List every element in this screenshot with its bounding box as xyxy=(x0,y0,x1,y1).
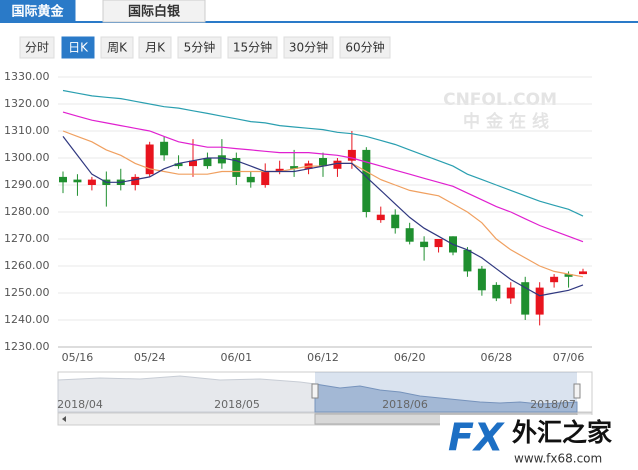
x-tick-label: 06/01 xyxy=(220,351,252,364)
y-tick-label: 1230.00 xyxy=(4,340,50,353)
navigator-label: 2018/07 xyxy=(530,398,576,411)
scroll-left-arrow[interactable] xyxy=(62,416,66,422)
period-button[interactable] xyxy=(283,36,334,59)
y-tick-label: 1320.00 xyxy=(4,97,50,110)
watermark-name: 中金在线 xyxy=(463,111,555,132)
candle-body xyxy=(217,155,226,164)
candle-body xyxy=(506,287,515,299)
period-button[interactable] xyxy=(177,36,222,59)
period-button[interactable] xyxy=(100,36,134,59)
candle-body xyxy=(564,274,573,277)
logo: FX 外汇之家 www.fx68.com xyxy=(440,415,638,470)
navigator-handle-right[interactable] xyxy=(573,383,581,399)
period-label[interactable]: 30分钟 xyxy=(289,40,328,55)
navigator-selected-area xyxy=(314,383,578,413)
watermark-brand: CNFOL.COM xyxy=(443,90,557,110)
candle-body xyxy=(347,149,356,161)
y-tick-label: 1310.00 xyxy=(4,124,50,137)
navigator-window[interactable] xyxy=(315,372,577,412)
candle-body xyxy=(73,179,82,183)
y-tick-label: 1240.00 xyxy=(4,313,50,326)
x-tick-label: 06/20 xyxy=(394,351,426,364)
candle-body xyxy=(275,168,284,172)
tab[interactable] xyxy=(102,0,206,23)
period-button[interactable] xyxy=(138,36,172,59)
tab-label[interactable]: 国际白银 xyxy=(128,4,181,20)
moving-average-line xyxy=(62,89,584,217)
candle-body xyxy=(405,228,414,242)
candle-body xyxy=(521,282,530,315)
tab-bar: 国际黄金 国际白银 xyxy=(0,0,206,23)
candle-body xyxy=(203,158,212,167)
period-label[interactable]: 5分钟 xyxy=(184,40,216,55)
candle-body xyxy=(376,214,385,221)
candle-body xyxy=(290,166,299,169)
candle-body xyxy=(59,176,67,183)
candle-body xyxy=(174,163,183,167)
period-label[interactable]: 15分钟 xyxy=(233,40,272,55)
tab-label[interactable]: 国际黄金 xyxy=(11,4,64,20)
y-tick-label: 1330.00 xyxy=(4,70,50,83)
candle-body xyxy=(535,287,544,315)
y-tick-label: 1260.00 xyxy=(4,259,50,272)
period-bar: 分时 日K 周K 月K 5分钟 15分钟 30分钟 60分钟 xyxy=(19,36,391,59)
candle-body xyxy=(145,144,154,175)
candle-body xyxy=(492,284,501,299)
period-button[interactable] xyxy=(339,36,391,59)
period-label[interactable]: 分时 xyxy=(25,41,49,55)
period-label[interactable]: 日K xyxy=(68,41,89,55)
period-label[interactable]: 月K xyxy=(145,41,166,55)
candle-body xyxy=(319,158,327,167)
logo-name: 外汇之家 xyxy=(512,418,612,447)
tab[interactable] xyxy=(0,0,76,23)
moving-average-line xyxy=(62,136,584,297)
x-tick-label: 06/28 xyxy=(480,351,512,364)
candle-body xyxy=(189,160,197,167)
candle-body xyxy=(420,241,429,248)
period-button[interactable] xyxy=(61,36,95,59)
y-tick-label: 1290.00 xyxy=(4,178,50,191)
candle-body xyxy=(131,176,140,185)
y-tick-label: 1280.00 xyxy=(4,205,50,218)
navigator-labels: 2018/04 2018/05 2018/06 2018/07 xyxy=(57,398,576,411)
candle-body xyxy=(87,179,96,185)
candle-body xyxy=(232,158,241,177)
candle-body xyxy=(246,176,255,183)
logo-background xyxy=(440,415,638,470)
candle-body xyxy=(261,171,270,185)
x-tick-label: 05/16 xyxy=(62,351,94,364)
x-tick-label: 05/24 xyxy=(134,351,166,364)
period-label[interactable]: 60分钟 xyxy=(345,40,384,55)
y-tick-label: 1250.00 xyxy=(4,286,50,299)
y-tick-label: 1270.00 xyxy=(4,232,50,245)
logo-url: www.fx68.com xyxy=(514,452,602,466)
candle-body xyxy=(434,239,443,248)
period-button[interactable] xyxy=(227,36,278,59)
period-label[interactable]: 周K xyxy=(107,41,128,55)
plot: CNFOL.COM 中金在线 1230.00 1240.00 1250.00 1260… xyxy=(4,70,592,364)
candle-body xyxy=(579,271,587,275)
candle-body xyxy=(477,268,486,291)
logo-mark: FX xyxy=(448,416,505,460)
candle-body xyxy=(362,149,371,212)
candle-body xyxy=(550,276,559,283)
navigator-handle-left[interactable] xyxy=(311,383,319,399)
period-button[interactable] xyxy=(19,36,55,59)
x-tick-label: 06/12 xyxy=(307,351,339,364)
moving-average-line xyxy=(62,111,584,243)
navigator-label: 2018/04 xyxy=(57,398,103,411)
navigator-label: 2018/06 xyxy=(382,398,428,411)
candle-body xyxy=(160,141,169,156)
y-tick-label: 1300.00 xyxy=(4,151,50,164)
navigator-label: 2018/05 xyxy=(214,398,260,411)
candle-body xyxy=(463,249,472,272)
candle-body xyxy=(333,160,342,169)
x-tick-label: 07/06 xyxy=(553,351,585,364)
candle-body xyxy=(391,214,400,229)
